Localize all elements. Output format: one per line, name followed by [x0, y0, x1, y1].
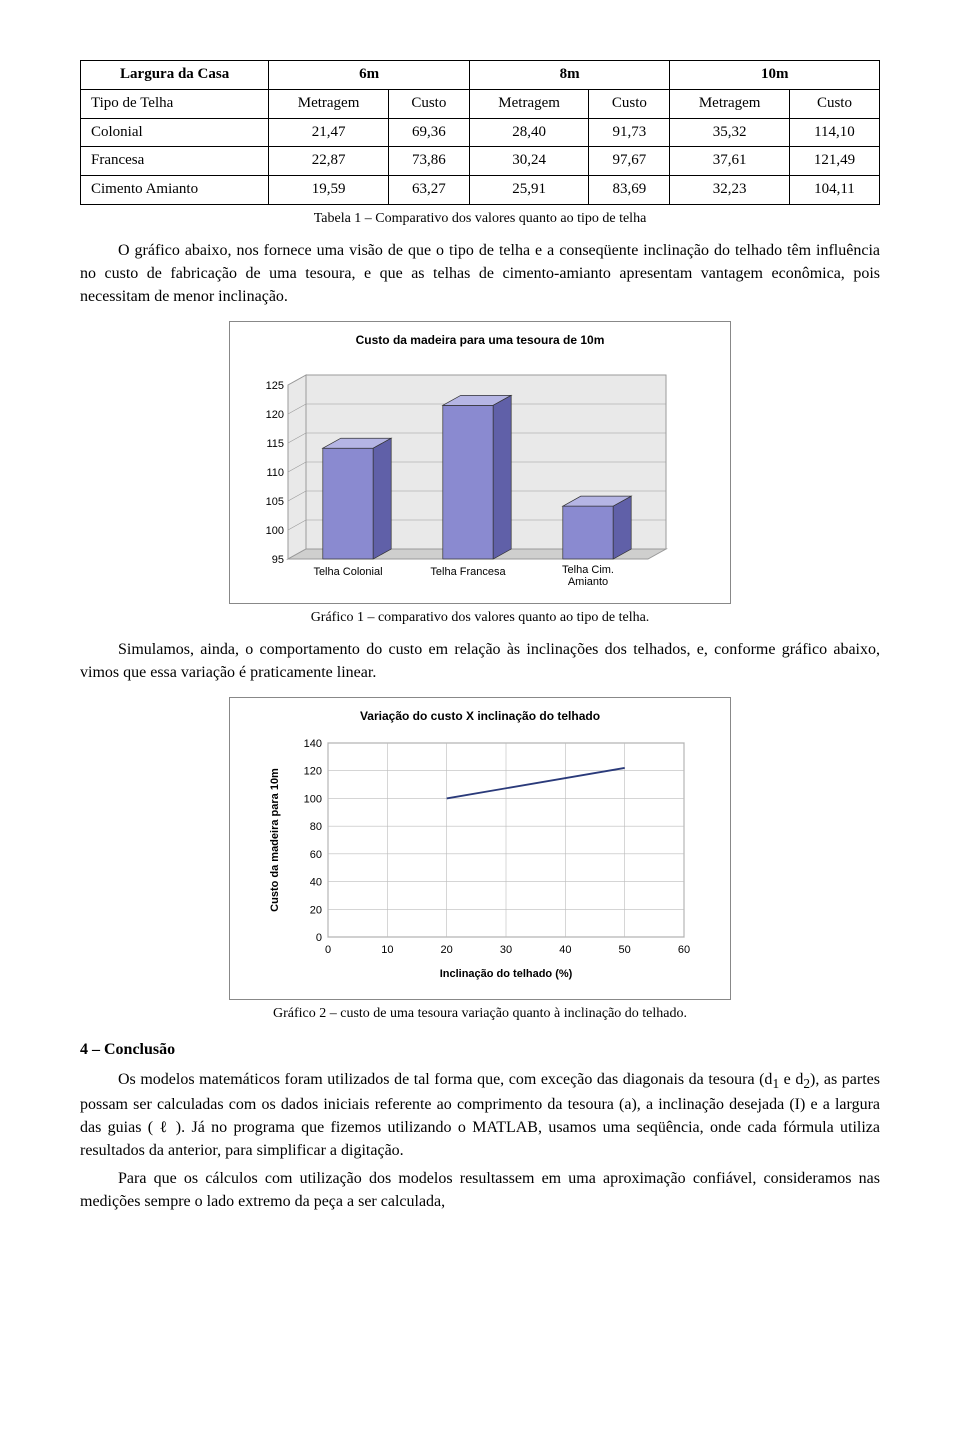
svg-text:60: 60 [310, 849, 322, 861]
svg-text:105: 105 [266, 496, 284, 508]
paragraph-2: Simulamos, ainda, o comportamento do cus… [80, 638, 880, 684]
th-m3: Metragem [670, 89, 790, 118]
paragraph-4: Para que os cálculos com utilização dos … [80, 1167, 880, 1213]
svg-text:Inclinação do telhado (%): Inclinação do telhado (%) [440, 968, 573, 980]
paragraph-1: O gráfico abaixo, nos fornece uma visão … [80, 239, 880, 309]
svg-text:140: 140 [304, 738, 322, 750]
th-c3: Custo [789, 89, 879, 118]
svg-text:110: 110 [266, 467, 284, 479]
table-row: Francesa 22,87 73,86 30,24 97,67 37,61 1… [81, 147, 880, 176]
svg-text:60: 60 [678, 944, 690, 956]
svg-text:95: 95 [272, 554, 284, 566]
svg-text:40: 40 [559, 944, 571, 956]
svg-text:30: 30 [500, 944, 512, 956]
svg-text:120: 120 [304, 766, 322, 778]
th-m2: Metragem [469, 89, 589, 118]
bar-chart: 95 100 105 110 115 120 125 Telha Colonial Telha … [260, 359, 700, 589]
th-m1: Metragem [269, 89, 389, 118]
svg-text:100: 100 [266, 525, 284, 537]
th-tipo: Tipo de Telha [81, 89, 269, 118]
th-c2: Custo [589, 89, 670, 118]
paragraph-3: Os modelos matemáticos foram utilizados … [80, 1068, 880, 1163]
svg-text:Telha Colonial: Telha Colonial [313, 566, 382, 578]
svg-text:40: 40 [310, 877, 322, 889]
table-row: Colonial 21,47 69,36 28,40 91,73 35,32 1… [81, 118, 880, 147]
line-chart-title: Variação do custo X inclinação do telhad… [240, 708, 720, 725]
svg-text:Amianto: Amianto [568, 576, 608, 588]
bar-chart-box: Custo da madeira para uma tesoura de 10m… [229, 321, 731, 604]
line-chart-box: Variação do custo X inclinação do telhad… [229, 697, 731, 1000]
th-largura: Largura da Casa [81, 61, 269, 90]
svg-text:10: 10 [381, 944, 393, 956]
svg-text:20: 20 [310, 904, 322, 916]
line-chart: 0 20 40 60 80 100 120 140 0 10 20 30 40 50 60 Inclinaçã… [260, 735, 700, 985]
svg-text:0: 0 [316, 932, 322, 944]
svg-text:20: 20 [441, 944, 453, 956]
svg-text:100: 100 [304, 793, 322, 805]
line-chart-caption: Gráfico 2 – custo de uma tesoura variaçã… [80, 1004, 880, 1024]
bar-chart-caption: Gráfico 1 – comparativo dos valores quan… [80, 608, 880, 628]
section-heading: 4 – Conclusão [80, 1038, 880, 1061]
svg-text:115: 115 [266, 438, 284, 450]
svg-text:Telha Cim.: Telha Cim. [562, 564, 614, 576]
svg-text:Telha Francesa: Telha Francesa [430, 566, 506, 578]
svg-text:50: 50 [619, 944, 631, 956]
svg-text:Custo da madeira para 10m: Custo da madeira para 10m [269, 768, 281, 912]
svg-text:120: 120 [266, 409, 284, 421]
table-row: Cimento Amianto 19,59 63,27 25,91 83,69 … [81, 176, 880, 205]
th-10m: 10m [670, 61, 880, 90]
bar-chart-title: Custo da madeira para uma tesoura de 10m [240, 332, 720, 349]
svg-text:0: 0 [325, 944, 331, 956]
svg-text:125: 125 [266, 380, 284, 392]
th-6m: 6m [269, 61, 470, 90]
th-8m: 8m [469, 61, 670, 90]
th-c1: Custo [388, 89, 469, 118]
table-caption: Tabela 1 – Comparativo dos valores quant… [80, 209, 880, 229]
svg-text:80: 80 [310, 821, 322, 833]
largura-table: Largura da Casa 6m 8m 10m Tipo de Telha … [80, 60, 880, 205]
